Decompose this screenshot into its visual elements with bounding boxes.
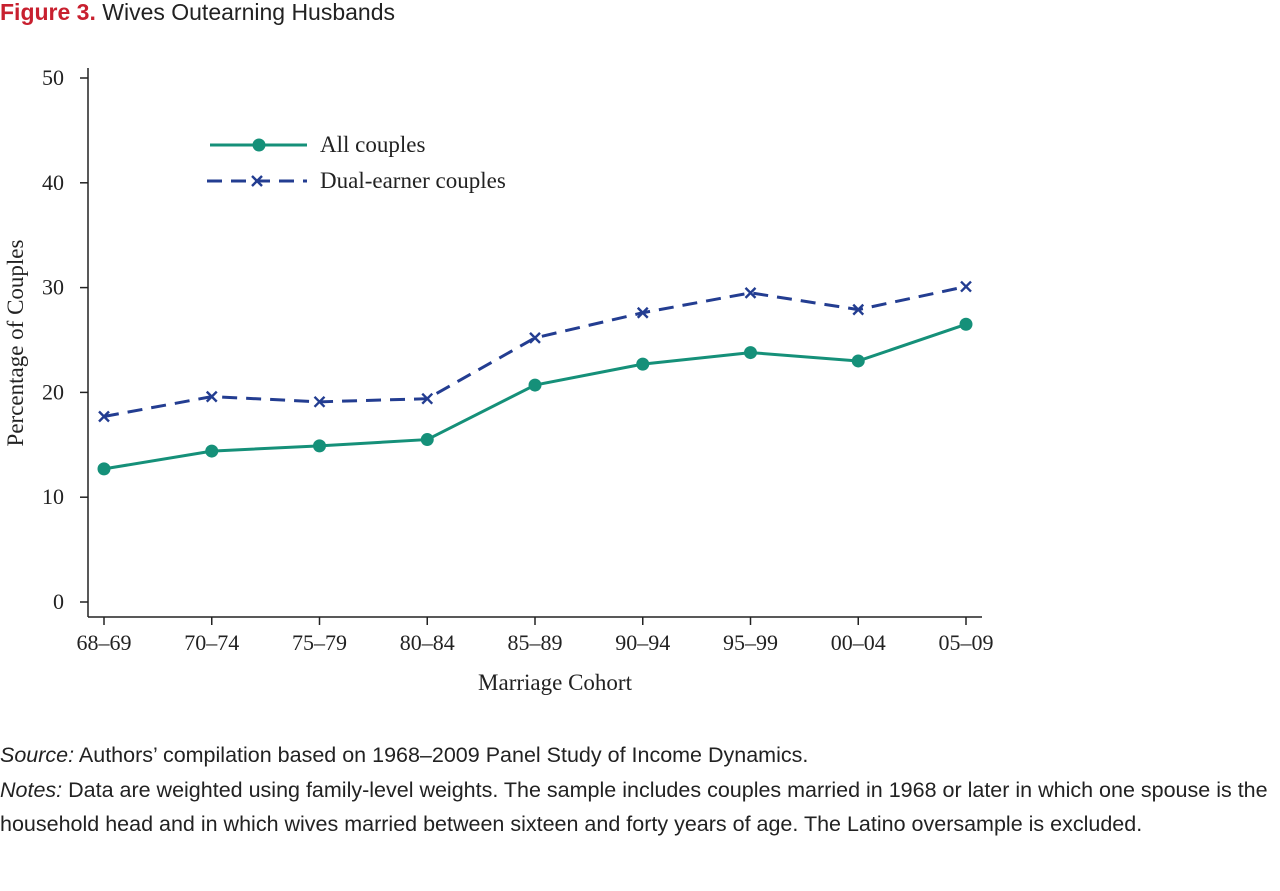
point-dual-earner-couples-8 bbox=[960, 280, 972, 293]
figure-notes: Source: Authors’ compilation based on 19… bbox=[0, 738, 1280, 842]
x-tick-label-6: 95–99 bbox=[723, 630, 778, 655]
x-tick-label-1: 70–74 bbox=[184, 630, 239, 655]
x-axis-title: Marriage Cohort bbox=[478, 670, 633, 695]
x-tick-label-5: 90–94 bbox=[615, 630, 670, 655]
y-tick-label-50: 50 bbox=[42, 65, 64, 90]
figure-title-text: Wives Outearning Husbands bbox=[102, 0, 396, 25]
notes-text: Data are weighted using family-level wei… bbox=[0, 777, 1268, 837]
x-ticks: 68–69 70–74 75–79 80–84 85–89 90–94 95–99 00–04… bbox=[77, 617, 994, 655]
point-all-couples-1 bbox=[205, 444, 219, 458]
point-all-couples-7 bbox=[851, 354, 865, 368]
y-tick-label-10: 10 bbox=[42, 484, 64, 509]
legend-item-dual-earner-couples: Dual-earner couples bbox=[207, 168, 506, 193]
legend-label-all-couples: All couples bbox=[320, 132, 425, 157]
y-axis-title: Percentage of Couples bbox=[3, 239, 28, 446]
source-text: Authors’ compilation based on 1968–2009 … bbox=[74, 743, 809, 767]
x-tick-label-4: 85–89 bbox=[508, 630, 563, 655]
point-dual-earner-couples-4 bbox=[529, 332, 541, 344]
series-line-dual-earner-couples bbox=[103, 285, 967, 418]
point-dual-earner-couples-2 bbox=[313, 395, 326, 408]
y-tick-label-30: 30 bbox=[42, 275, 64, 300]
legend: All couples Dual-earner couples bbox=[207, 132, 506, 193]
point-all-couples-0 bbox=[97, 462, 111, 476]
point-all-couples-5 bbox=[636, 357, 650, 371]
point-dual-earner-couples-1 bbox=[205, 390, 218, 403]
point-all-couples-3 bbox=[420, 433, 434, 447]
x-tick-label-8: 05–09 bbox=[939, 630, 994, 655]
figure-number: Figure 3. bbox=[0, 0, 96, 25]
point-all-couples-8 bbox=[959, 317, 973, 331]
x-tick-label-3: 80–84 bbox=[400, 630, 455, 655]
y-tick-label-0: 0 bbox=[53, 589, 64, 614]
y-ticks: 0 10 20 30 40 50 bbox=[42, 65, 88, 614]
line-chart: 0 10 20 30 40 50 68–69 70–74 75–79 80–84 85–89 90–… bbox=[3, 65, 994, 695]
legend-marker-dual-earner-couples bbox=[251, 175, 263, 187]
x-tick-label-2: 75–79 bbox=[292, 630, 347, 655]
notes-paragraph: Notes: Data are weighted using family-le… bbox=[0, 773, 1280, 842]
source-label: Source: bbox=[0, 743, 75, 767]
legend-label-dual-earner-couples: Dual-earner couples bbox=[320, 168, 506, 193]
point-all-couples-6 bbox=[744, 346, 757, 360]
point-all-couples-2 bbox=[313, 439, 326, 453]
notes-label: Notes: bbox=[0, 777, 63, 802]
point-dual-earner-couples-7 bbox=[852, 303, 865, 316]
point-dual-earner-couples-0 bbox=[98, 410, 110, 423]
x-tick-label-7: 00–04 bbox=[831, 630, 886, 655]
legend-marker-all-couples bbox=[252, 138, 266, 152]
point-all-couples-4 bbox=[528, 378, 542, 392]
point-dual-earner-couples-5 bbox=[636, 306, 649, 319]
series-layer bbox=[97, 280, 973, 476]
y-tick-label-40: 40 bbox=[42, 170, 64, 195]
y-tick-label-20: 20 bbox=[42, 379, 64, 404]
legend-item-all-couples: All couples bbox=[210, 132, 425, 157]
source-note: Source: Authors’ compilation based on 19… bbox=[0, 738, 1280, 773]
point-dual-earner-couples-6 bbox=[744, 286, 757, 299]
axes bbox=[87, 68, 982, 618]
figure-title: Figure 3. Wives Outearning Husbands bbox=[0, 0, 395, 26]
point-dual-earner-couples-3 bbox=[421, 392, 434, 405]
x-tick-label-0: 68–69 bbox=[77, 630, 132, 655]
